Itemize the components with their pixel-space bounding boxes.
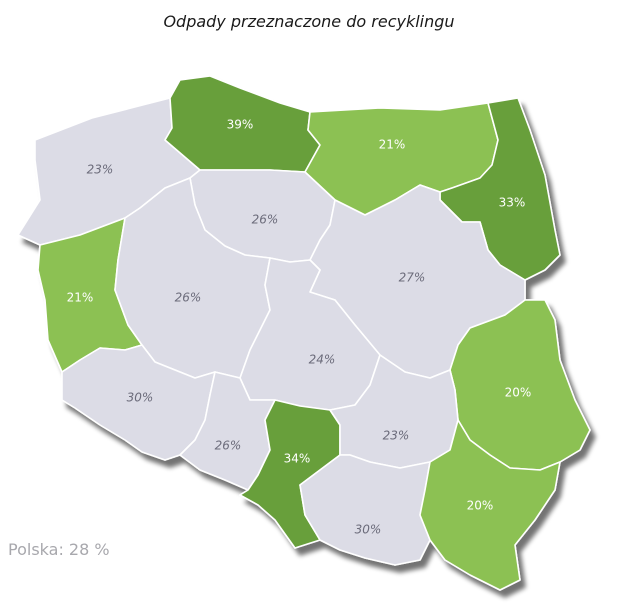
label-pomorskie: 39% [227, 118, 254, 132]
label-lubuskie: 21% [67, 291, 94, 305]
label-podlaskie: 33% [499, 196, 526, 210]
label-kujawsko-pomorskie: 26% [252, 213, 279, 227]
label-swietokrzyskie: 23% [383, 429, 410, 443]
region-podkarpackie[interactable] [419, 419, 561, 591]
label-warminsko-mazurskie: 21% [379, 138, 406, 152]
map-title: Odpady przeznaczone do recyklingu [163, 12, 455, 31]
label-opolskie: 26% [215, 439, 242, 453]
region-malopolskie[interactable] [299, 454, 431, 566]
label-lubelskie: 20% [505, 386, 532, 400]
label-lodzkie: 24% [309, 353, 336, 367]
label-slaskie: 34% [284, 452, 311, 466]
label-wielkopolskie: 26% [175, 291, 202, 305]
label-dolnoslaskie: 30% [127, 391, 154, 405]
label-podkarpackie: 20% [467, 499, 494, 513]
label-zachodniopomorskie: 23% [87, 163, 114, 177]
national-total: Polska: 28 % [8, 540, 110, 559]
label-mazowieckie: 27% [399, 271, 426, 285]
label-malopolskie: 30% [355, 523, 382, 537]
